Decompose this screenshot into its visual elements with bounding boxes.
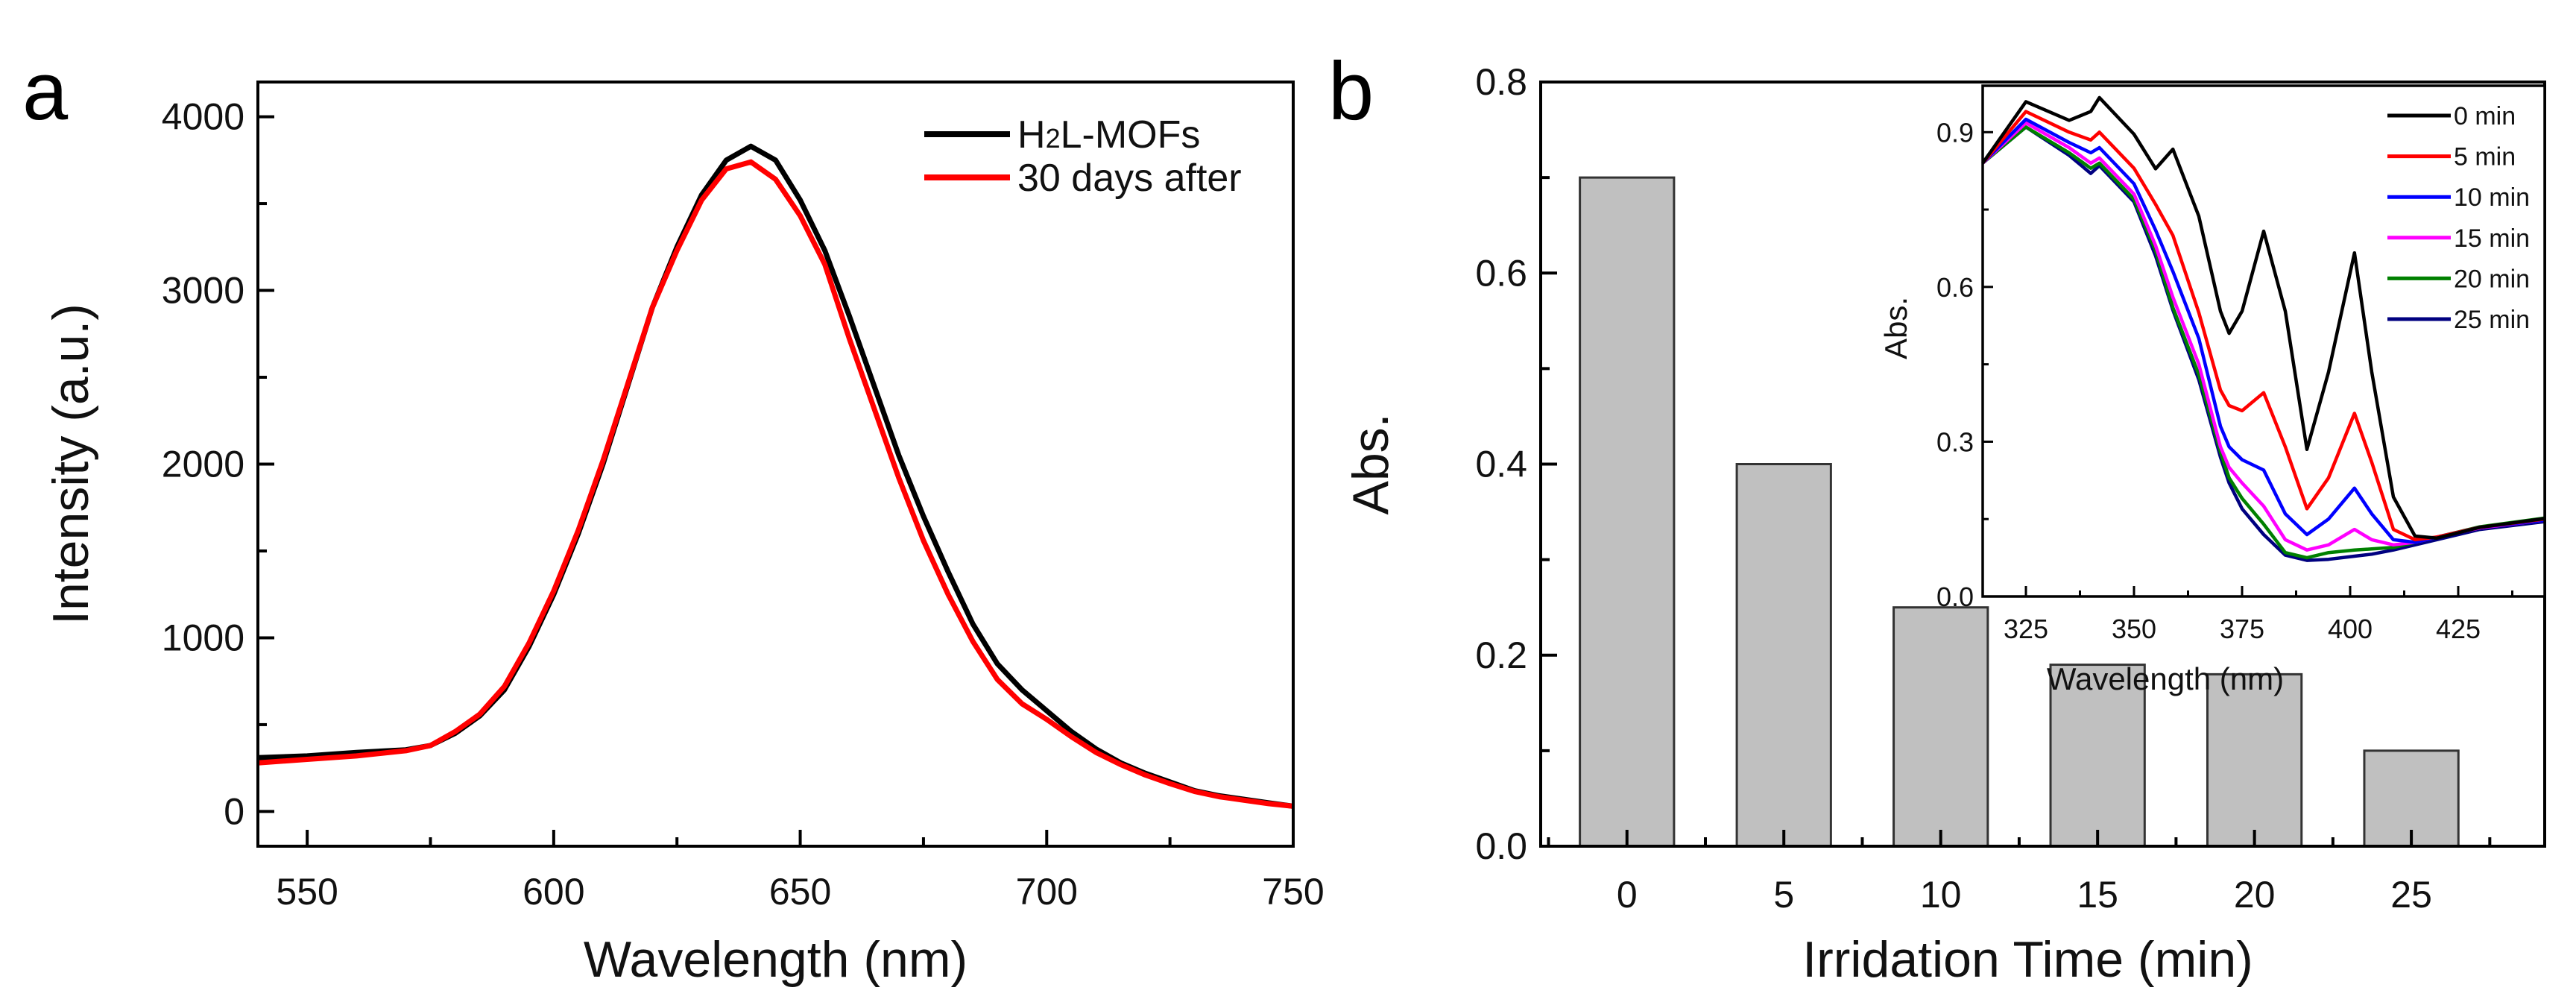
x-tick-label: 0 [1617, 874, 1638, 916]
inset-y-tick-label: 0.3 [1936, 426, 1974, 457]
y-tick-label: 4000 [162, 96, 244, 138]
x-axis-title-a: Wavelength (nm) [584, 931, 967, 988]
inset-y-tick-label: 0.0 [1936, 582, 1974, 612]
y-tick-label: 0.6 [1475, 252, 1527, 294]
y-axis-title-b: Abs. [1342, 413, 1399, 514]
inset-legend: 0 min 5 min 10 min 15 min 20 min 25 min [2387, 102, 2530, 334]
y-axis-title-a: Intensity (a.u.) [42, 303, 99, 625]
inset-x-tick-label: 425 [2436, 614, 2481, 644]
bar-5-min [1735, 463, 1832, 848]
inset-legend-label: 5 min [2454, 143, 2516, 171]
inset-y-tick-label: 0.6 [1936, 272, 1974, 303]
y-tick-label: 0.4 [1475, 444, 1527, 485]
y-tick-label: 0.8 [1475, 61, 1527, 103]
panel-label-b: b [1328, 45, 1374, 137]
inset-x-tick-label: 400 [2328, 614, 2373, 644]
inset-series-20-min [1981, 125, 2545, 560]
bar-0-min [1579, 176, 1676, 848]
inset-legend-label: 0 min [2454, 102, 2516, 130]
series-line-h2l-mofs [257, 143, 1294, 809]
panel-a: a 550 600 650 700 750 0 1000 2000 3000 4000 Wavelen… [22, 45, 1325, 988]
bar-10-min [1892, 606, 1989, 848]
inset-x-tick-label: 325 [2004, 614, 2048, 644]
y-tick-label: 2000 [162, 444, 244, 485]
inset-legend-label: 10 min [2454, 183, 2530, 212]
y-tick-label: 0.2 [1475, 634, 1527, 676]
legend-label-rest: L-MOFs [1061, 113, 1201, 157]
x-tick-label: 750 [1262, 871, 1324, 913]
inset-series-15-min [1981, 121, 2545, 552]
x-tick-label: 15 [2077, 874, 2118, 916]
y-tick-label: 0 [224, 790, 244, 832]
panel-b: b 0 5 10 15 20 25 0.0 0.2 0.4 0.6 0.8 Irridation Tim… [1328, 45, 2546, 988]
y-tick-label: 0.0 [1475, 825, 1527, 867]
inset-x-tick-label: 350 [2112, 614, 2156, 644]
x-tick-label: 550 [276, 871, 338, 913]
inset-series-10-min [1981, 117, 2545, 544]
x-tick-label: 700 [1016, 871, 1078, 913]
inset-x-axis-title: Wavelength (nm) [2047, 661, 2284, 696]
inset-background [1983, 86, 2545, 596]
x-tick-label: 650 [769, 871, 831, 913]
legend-label-main: H [1017, 113, 1046, 157]
x-tick-label: 10 [1920, 874, 1962, 916]
inset-y-axis-title: Abs. [1878, 297, 1913, 359]
inset-frame [1981, 84, 2546, 598]
series-line-30-days-after [257, 159, 1294, 809]
y-tick-label: 1000 [162, 617, 244, 658]
x-tick-label: 5 [1773, 874, 1794, 916]
x-tick-label: 20 [2234, 874, 2276, 916]
bar-15-min [2049, 664, 2146, 848]
inset-chart: 325 350 375 400 425 0.0 0.3 0.6 0.9 Wavelength (n… [1878, 84, 2546, 696]
inset-x-tick-label: 375 [2220, 614, 2264, 644]
bar-20-min [2206, 672, 2303, 848]
legend-label: H2L-MOFs [1017, 113, 1200, 157]
panel-label-a: a [22, 45, 69, 137]
x-tick-label: 600 [523, 871, 584, 913]
x-tick-label: 25 [2390, 874, 2432, 916]
inset-legend-label: 20 min [2454, 265, 2530, 293]
legend-label-sub: 2 [1046, 123, 1061, 154]
inset-y-tick-label: 0.9 [1936, 117, 1974, 148]
inset-legend-label: 25 min [2454, 306, 2530, 334]
legend-label: 30 days after [1017, 157, 1242, 200]
inset-series-0-min [1981, 95, 2545, 541]
inset-legend-label: 15 min [2454, 224, 2530, 253]
y-tick-label: 3000 [162, 270, 244, 312]
inset-series-25-min [1981, 125, 2545, 562]
x-axis-title-b: Irridation Time (min) [1802, 931, 2253, 988]
inset-series-5-min [1981, 110, 2545, 542]
